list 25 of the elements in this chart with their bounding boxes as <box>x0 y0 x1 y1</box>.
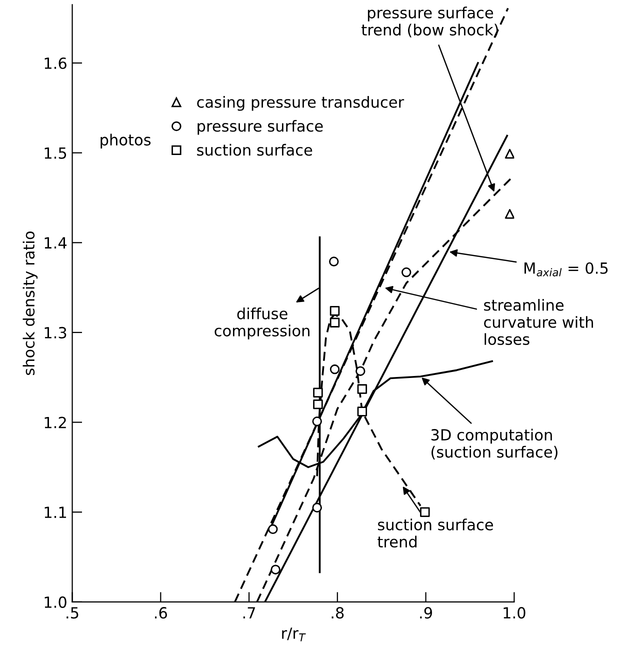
annotation: pressure surface trend (bow shock) <box>362 6 498 38</box>
x-tick-label: .8 <box>332 607 344 619</box>
y-axis-title: shock density ratio <box>22 232 38 376</box>
y-tick-label: 1.3 <box>44 326 66 338</box>
y-tick-label: 1.4 <box>44 237 67 248</box>
annotation: streamline curvature with losses <box>484 298 593 346</box>
annotation: 3D computation (suction surface) <box>431 428 558 460</box>
y-tick-label: 1.2 <box>44 416 66 428</box>
y-tick-label: 1.6 <box>44 57 66 70</box>
x-tick-label: 1.0 <box>504 607 526 619</box>
x-tick-label: .7 <box>243 607 256 618</box>
legend-label: casing pressure transducer <box>197 96 404 111</box>
x-axis-title: r/r$_{T}$ <box>282 628 306 642</box>
x-tick-label: .5 <box>66 607 78 619</box>
x-tick-label: .9 <box>420 607 432 619</box>
annotation: suction surface trend <box>378 518 493 548</box>
legend-label: pressure surface <box>198 120 323 135</box>
x-tick-label: .6 <box>155 607 167 619</box>
legend-label: suction surface <box>197 144 312 156</box>
y-tick-label: 1.5 <box>44 147 66 159</box>
annotation: M$_{axial}$ = 0.5 <box>524 262 608 276</box>
y-tick-label: 1.1 <box>44 506 66 518</box>
annotation: photos <box>100 134 151 149</box>
annotation: diffuse compression <box>214 308 310 340</box>
y-tick-label: 1.0 <box>44 596 66 608</box>
